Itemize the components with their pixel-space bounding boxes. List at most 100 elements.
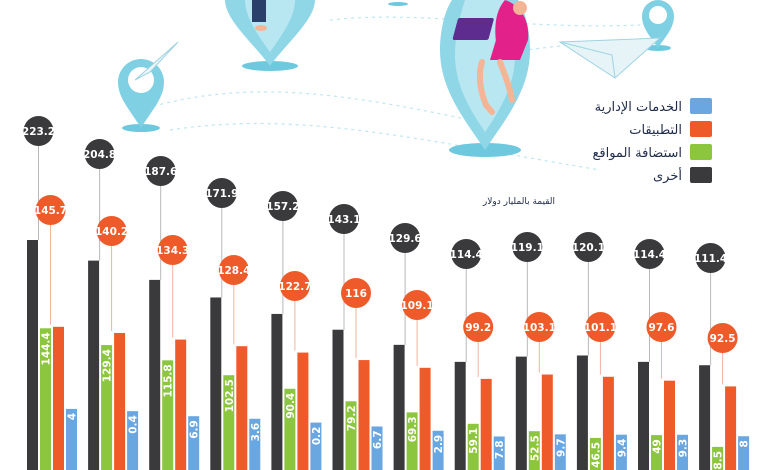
legend-label: أخرى [653,167,682,184]
bar-hosting [589,437,601,470]
apps-value-label: 109.1 [400,300,433,312]
admin-value-label: 0.4 [128,415,140,434]
bar-hosting [528,431,540,470]
others-value-label: 223.2 [22,126,55,138]
bar-apps [236,346,248,470]
apps-value-label: 99.2 [465,322,491,334]
bar-admin [310,422,322,470]
others-value-label: 129.6 [388,233,421,245]
bar-admin [371,426,383,470]
bar-hosting [406,412,418,470]
person-icon [252,0,267,31]
others-value-label: 119.1 [511,242,544,254]
bar-hosting [345,401,357,470]
bar-others [393,344,405,470]
others-value-label: 114.4 [633,249,666,261]
legend-label: التطبيقات [629,123,682,138]
legend-swatch [690,167,712,183]
bars-layer: 144.4 4 129.4 0.4 115.8 6.9 102.5 3.6 90.4 0.2 79.… [27,240,751,470]
others-value-label: 171.9 [205,188,238,200]
bar-apps [53,326,64,470]
hosting-value-label: 115.8 [163,364,175,397]
decor-routes [139,16,641,171]
bar-apps [419,367,431,470]
others-value-label: 187.6 [144,166,177,178]
bar-apps [297,352,309,470]
bar-hosting [162,360,174,470]
others-bubble [23,116,54,146]
location-pin-icon [642,0,674,51]
others-bubble [329,204,359,234]
others-value-label: 111.4 [694,253,727,265]
bar-others [332,329,344,470]
bar-others [149,279,161,470]
admin-value-label: 6.9 [189,420,201,439]
admin-value-label: 9.4 [616,439,628,458]
paper-plane-icon [558,37,662,79]
label-leaders [38,146,724,385]
admin-value-label: 7.8 [494,440,506,459]
bar-others [576,355,588,470]
bar-others [271,313,283,470]
hosting-value-label: 144.4 [41,332,53,365]
hosting-value-label: 90.4 [285,393,297,419]
bar-admin [188,416,200,470]
bar-admin [249,418,261,470]
bar-others [515,356,527,470]
hosting-value-label: 46.5 [590,442,602,468]
others-value-label: 143.1 [327,214,360,226]
bar-hosting [284,388,296,470]
person-icon [452,0,529,115]
legend-swatch [690,98,712,114]
hosting-value-label: 69.3 [407,416,419,442]
others-value-label: 114.4 [450,249,483,261]
apps-bubble [96,216,127,246]
bar-admin [432,430,444,470]
value-bubbles: 223.2 145.7 204.8 140.2 187.6 134.3 171.9 128.4… [22,116,738,353]
apps-bubble [524,312,555,342]
others-bubble [206,178,237,208]
hosting-value-label: 49 [652,439,664,454]
bar-hosting [651,435,662,470]
admin-value-label: 9.3 [678,439,690,458]
hosting-value-label: 59.1 [468,428,480,454]
apps-value-label: 140.2 [95,226,128,238]
admin-value-label: 2.9 [433,435,445,454]
bar-apps [358,360,370,470]
others-value-label: 204.8 [83,149,116,161]
others-bubble [145,156,176,186]
bar-apps [725,386,737,470]
bar-admin [66,408,77,470]
apps-value-label: 103.1 [523,322,556,334]
apps-value-label: 116 [345,288,367,300]
bar-others [638,361,649,470]
legend-label: الخدمات الإدارية [595,100,682,115]
apps-value-label: 122.7 [278,281,311,293]
apps-bubble [463,312,494,342]
bar-apps [602,376,614,470]
others-bubble [451,239,482,269]
legend-swatch [690,144,712,160]
bar-hosting [467,423,479,470]
apps-value-label: 134.3 [156,245,189,257]
hosting-value-label: 38.5 [713,451,725,470]
bar-admin [554,434,566,470]
admin-value-label: 0.2 [311,427,323,446]
location-pin-icon [225,0,315,71]
admin-value-label: 8 [739,440,751,447]
others-bubble [267,191,298,221]
others-bubble [390,223,421,253]
others-bubble [512,232,543,262]
unit-note: القيمة بالمليار دولار [482,197,555,207]
apps-bubble [341,278,371,308]
hosting-value-label: 79.2 [346,405,358,431]
others-bubble [84,139,115,169]
bar-others [88,260,100,470]
apps-value-label: 128.4 [217,265,250,277]
legend-label: استضافة المواقع [592,146,682,161]
admin-value-label: 9.7 [555,438,567,457]
others-value-label: 157.2 [266,201,299,213]
others-bubble [634,239,665,269]
location-pin-icon [388,2,408,6]
